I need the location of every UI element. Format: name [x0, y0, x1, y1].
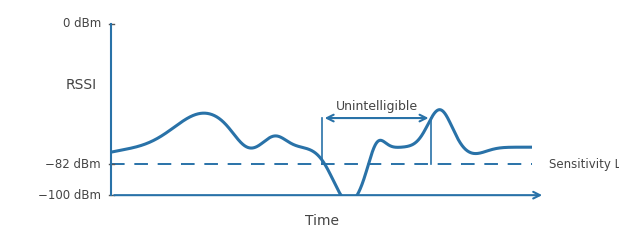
Text: −100 dBm: −100 dBm [38, 189, 101, 202]
Text: RSSI: RSSI [66, 79, 97, 93]
Text: −82 dBm: −82 dBm [45, 158, 101, 171]
Text: Unintelligible: Unintelligible [335, 100, 418, 113]
Text: Sensitivity Level: Sensitivity Level [549, 158, 619, 171]
Text: Time: Time [305, 214, 339, 228]
Text: 0 dBm: 0 dBm [63, 17, 101, 30]
